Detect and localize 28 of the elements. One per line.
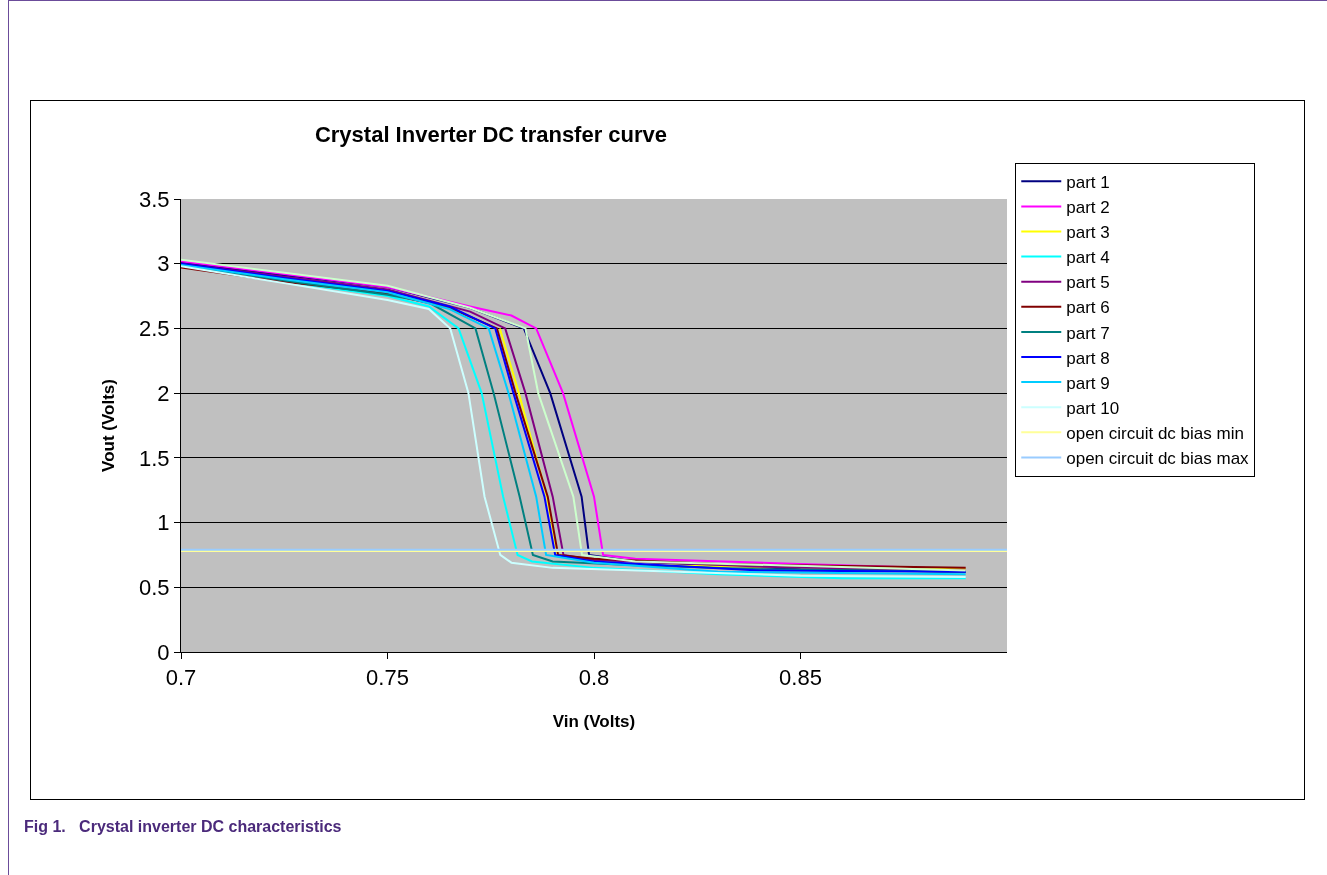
legend-label: part 5 xyxy=(1066,273,1110,293)
chart-title: Crystal Inverter DC transfer curve xyxy=(314,122,668,148)
x-tick-label: 0.85 xyxy=(779,665,822,691)
y-tick-label: 0.5 xyxy=(139,574,170,600)
legend-label: part 2 xyxy=(1066,198,1110,218)
y-tick-label: 3.5 xyxy=(139,186,170,212)
y-tick-label: 2.5 xyxy=(139,316,170,342)
y-tick-label: 3 xyxy=(157,251,170,277)
legend-label: part 8 xyxy=(1066,348,1110,368)
y-tick-label: 0 xyxy=(157,639,170,665)
legend-label: part 7 xyxy=(1066,323,1110,343)
y-tick-label: 1.5 xyxy=(139,445,170,471)
y-axis-title: Vout (Volts) xyxy=(98,379,118,472)
legend-label: open circuit dc bias max xyxy=(1066,449,1250,469)
x-tick-label: 0.7 xyxy=(165,665,197,691)
x-tick-label: 0.75 xyxy=(366,665,409,691)
legend-label: part 4 xyxy=(1066,248,1110,268)
legend-label: part 10 xyxy=(1066,398,1120,418)
caption: Fig 1. Crystal inverter DC characteristics xyxy=(24,818,342,836)
x-tick-label: 0.8 xyxy=(578,665,610,691)
legend-label: part 1 xyxy=(1066,172,1110,192)
y-tick-label: 2 xyxy=(157,380,170,406)
legend-label: part 9 xyxy=(1066,373,1110,393)
x-axis-title: Vin (Volts) xyxy=(552,711,636,731)
legend-label: part 6 xyxy=(1066,298,1110,318)
legend-label: part 3 xyxy=(1066,223,1110,243)
legend-label: open circuit dc bias min xyxy=(1066,423,1244,443)
y-tick-label: 1 xyxy=(157,510,170,536)
